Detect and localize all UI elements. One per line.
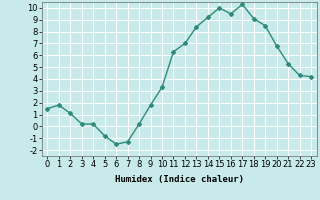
X-axis label: Humidex (Indice chaleur): Humidex (Indice chaleur) [115,175,244,184]
